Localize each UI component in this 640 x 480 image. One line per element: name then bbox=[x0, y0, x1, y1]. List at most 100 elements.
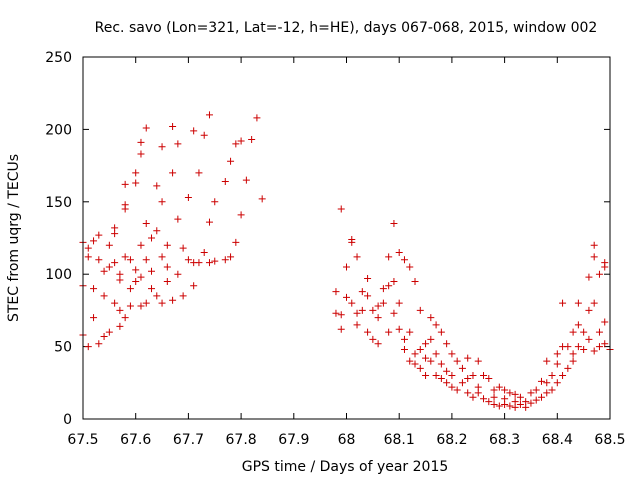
data-point bbox=[374, 302, 382, 310]
data-point bbox=[126, 302, 134, 310]
x-axis-label: GPS time / Days of year 2015 bbox=[242, 459, 449, 475]
data-point bbox=[253, 114, 261, 122]
data-point bbox=[142, 220, 150, 228]
data-point bbox=[142, 299, 150, 307]
data-point bbox=[437, 328, 445, 336]
data-point bbox=[501, 395, 509, 403]
data-point bbox=[427, 335, 435, 343]
data-point bbox=[379, 285, 387, 293]
data-point bbox=[569, 350, 577, 358]
data-point bbox=[242, 176, 250, 184]
data-point bbox=[364, 275, 372, 283]
data-point bbox=[464, 354, 472, 362]
data-point bbox=[364, 292, 372, 300]
data-point bbox=[448, 350, 456, 358]
y-tick-label: 200 bbox=[45, 122, 72, 138]
data-point bbox=[595, 343, 603, 351]
data-point bbox=[379, 299, 387, 307]
data-point bbox=[432, 372, 440, 380]
data-point bbox=[111, 224, 119, 232]
data-point bbox=[585, 273, 593, 281]
data-point bbox=[90, 314, 98, 322]
data-point bbox=[132, 179, 140, 187]
data-point bbox=[116, 322, 124, 330]
data-point bbox=[343, 293, 350, 301]
data-point bbox=[153, 292, 161, 300]
data-point bbox=[148, 285, 156, 293]
data-point bbox=[258, 195, 266, 203]
data-point bbox=[595, 270, 603, 278]
data-point bbox=[385, 328, 393, 336]
data-point bbox=[569, 328, 577, 336]
data-point bbox=[422, 372, 430, 380]
data-point bbox=[121, 314, 129, 322]
data-point bbox=[553, 360, 561, 368]
data-point bbox=[84, 253, 92, 261]
data-point bbox=[353, 309, 361, 317]
data-point bbox=[84, 244, 92, 252]
data-point bbox=[443, 367, 451, 375]
data-point bbox=[174, 215, 182, 223]
axis-ticks: 67.5 67.6 67.7 67.8 67.9 68 68.1 68.2 68.3 68.4 68… bbox=[45, 50, 625, 448]
y-tick-label: 150 bbox=[45, 195, 72, 211]
data-point bbox=[559, 299, 567, 307]
data-point bbox=[237, 137, 245, 145]
data-point bbox=[537, 377, 545, 385]
data-point bbox=[169, 296, 177, 304]
data-point bbox=[211, 257, 219, 265]
data-point bbox=[364, 328, 372, 336]
data-point bbox=[464, 374, 472, 382]
data-point bbox=[553, 350, 561, 358]
data-point bbox=[337, 205, 345, 213]
data-point bbox=[574, 343, 582, 351]
data-point bbox=[506, 402, 514, 410]
data-point bbox=[411, 277, 419, 285]
data-point bbox=[490, 386, 498, 394]
data-point bbox=[406, 263, 414, 271]
data-point bbox=[427, 357, 435, 365]
x-tick-label: 68 bbox=[338, 432, 356, 448]
data-point bbox=[158, 143, 166, 151]
data-point bbox=[548, 386, 556, 394]
data-point bbox=[532, 396, 540, 404]
data-point bbox=[443, 340, 451, 348]
data-point bbox=[448, 383, 456, 391]
data-point bbox=[111, 299, 119, 307]
x-tick-label: 68.1 bbox=[384, 432, 415, 448]
data-point bbox=[126, 256, 134, 264]
data-point bbox=[369, 306, 377, 314]
data-point bbox=[522, 403, 530, 411]
data-point bbox=[590, 299, 598, 307]
data-point bbox=[543, 389, 551, 397]
data-point bbox=[190, 282, 198, 290]
data-point bbox=[443, 379, 451, 387]
data-point bbox=[406, 328, 414, 336]
data-point bbox=[390, 277, 398, 285]
data-point bbox=[469, 393, 477, 401]
data-point bbox=[121, 201, 129, 209]
data-point bbox=[95, 231, 103, 239]
data-point bbox=[121, 253, 129, 261]
y-tick-label: 0 bbox=[63, 412, 72, 428]
y-tick-label: 50 bbox=[54, 340, 72, 356]
data-point bbox=[105, 263, 113, 271]
data-point bbox=[195, 169, 203, 177]
data-point bbox=[411, 360, 419, 368]
data-point bbox=[158, 253, 166, 261]
data-point bbox=[132, 169, 140, 177]
data-point bbox=[158, 198, 166, 206]
data-point bbox=[348, 299, 356, 307]
data-point bbox=[332, 288, 340, 296]
data-point bbox=[200, 131, 208, 139]
data-point bbox=[495, 383, 503, 391]
data-point bbox=[580, 328, 588, 336]
data-point bbox=[137, 138, 145, 146]
data-point bbox=[601, 263, 609, 271]
data-point bbox=[395, 248, 403, 256]
data-point bbox=[480, 395, 488, 403]
data-point bbox=[416, 306, 424, 314]
x-tick-label: 68.4 bbox=[542, 432, 573, 448]
data-point bbox=[400, 335, 408, 343]
data-point bbox=[237, 211, 245, 219]
data-point bbox=[142, 124, 150, 132]
